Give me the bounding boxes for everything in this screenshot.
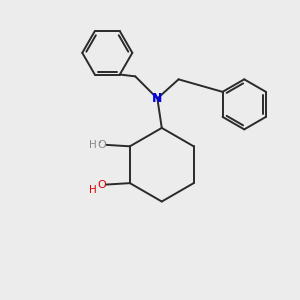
Text: H: H (88, 140, 96, 150)
Text: H: H (88, 185, 96, 196)
Text: O: O (97, 140, 106, 150)
Text: N: N (152, 92, 163, 105)
Text: O: O (97, 180, 106, 190)
Text: ·: · (97, 136, 101, 150)
